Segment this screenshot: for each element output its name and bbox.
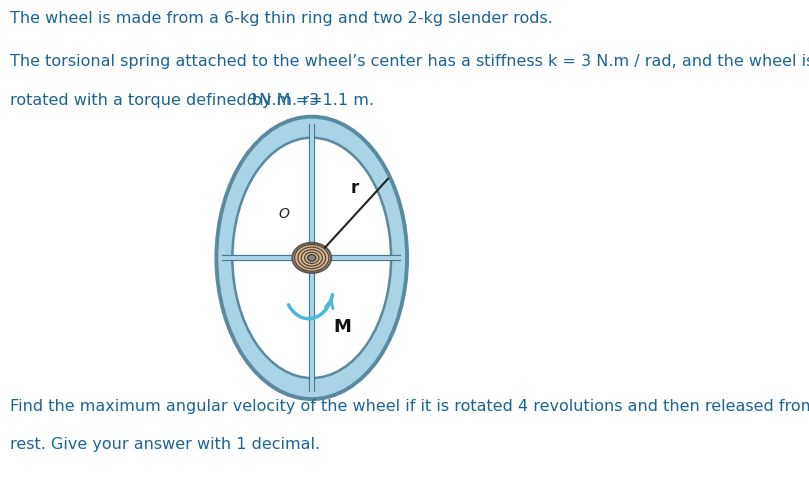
Text: rest. Give your answer with 1 decimal.: rest. Give your answer with 1 decimal.	[11, 437, 320, 452]
Text: O: O	[279, 207, 290, 222]
Text: Find the maximum angular velocity of the wheel if it is rotated 4 revolutions an: Find the maximum angular velocity of the…	[11, 399, 809, 414]
Text: M: M	[333, 318, 351, 336]
Text: The torsional spring attached to the wheel’s center has a stiffness k = 3 N.m / : The torsional spring attached to the whe…	[11, 55, 809, 70]
Text: rotated with a torque defined by M =3: rotated with a torque defined by M =3	[11, 93, 320, 108]
Circle shape	[307, 255, 316, 261]
Text: θ: θ	[247, 93, 257, 108]
Ellipse shape	[216, 117, 407, 399]
Text: $\mathbf{r}$: $\mathbf{r}$	[350, 179, 361, 197]
Text: The wheel is made from a 6-kg thin ring and two 2-kg slender rods.: The wheel is made from a 6-kg thin ring …	[11, 11, 553, 26]
Circle shape	[292, 243, 331, 273]
Text: N.m. r=1.1 m.: N.m. r=1.1 m.	[254, 93, 374, 108]
Ellipse shape	[232, 138, 391, 378]
